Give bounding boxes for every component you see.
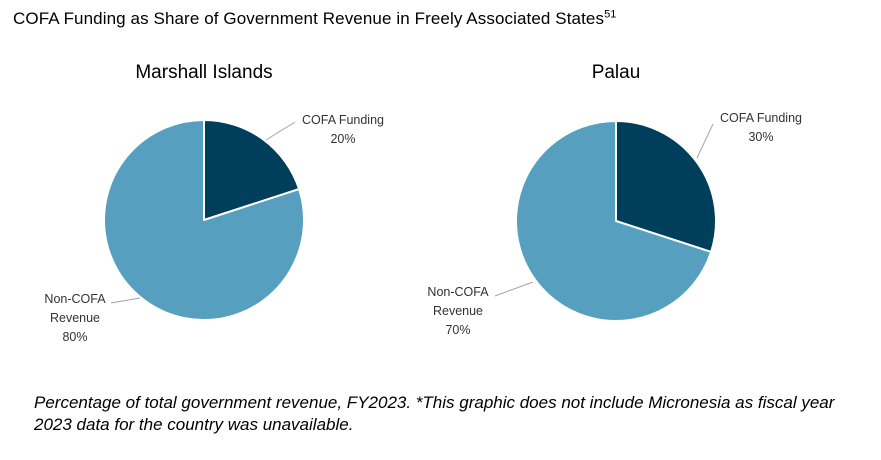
chart-title: Marshall Islands <box>135 62 272 83</box>
pie-chart-1: Palau COFA Funding 30% Non-COFA Revenue 70% <box>427 62 802 337</box>
chart-caption: Percentage of total government revenue, … <box>34 393 835 434</box>
slice-label-line: 80% <box>62 330 87 344</box>
leader-line <box>265 121 296 141</box>
pie-slice <box>615 120 717 253</box>
slice-label-line: Revenue <box>50 311 100 325</box>
slice-label: COFA Funding 30% <box>720 111 802 144</box>
page-title: COFA Funding as Share of Government Reve… <box>13 9 617 29</box>
slice-label-line: 30% <box>748 130 773 144</box>
slice-label-line: 70% <box>445 323 470 337</box>
pie-chart-0: Marshall Islands COFA Funding 20% Non-COFA R… <box>44 62 384 344</box>
pie-slice <box>515 120 713 322</box>
title-text: COFA Funding as Share of Government Reve… <box>13 9 605 28</box>
slice-label-line: COFA Funding <box>302 113 384 127</box>
leader-line <box>696 123 714 159</box>
slice-label: COFA Funding 20% <box>302 113 384 146</box>
slice-label-line: COFA Funding <box>720 111 802 125</box>
pie-slice <box>103 119 305 321</box>
slice-label: Non-COFA Revenue 80% <box>44 292 106 344</box>
slice-label: Non-COFA Revenue 70% <box>427 285 489 337</box>
title-footnote: 51 <box>604 8 617 21</box>
slice-label-line: 20% <box>330 132 355 146</box>
chart-title: Palau <box>592 62 641 83</box>
leader-line <box>110 297 141 304</box>
leader-line <box>494 281 534 297</box>
slice-label-line: Non-COFA <box>44 292 106 306</box>
slice-label-line: Non-COFA <box>427 285 489 299</box>
pie-slice <box>203 119 301 221</box>
pie-charts: Marshall Islands COFA Funding 20% Non-COFA R… <box>44 62 802 344</box>
slice-label-line: Revenue <box>433 304 483 318</box>
